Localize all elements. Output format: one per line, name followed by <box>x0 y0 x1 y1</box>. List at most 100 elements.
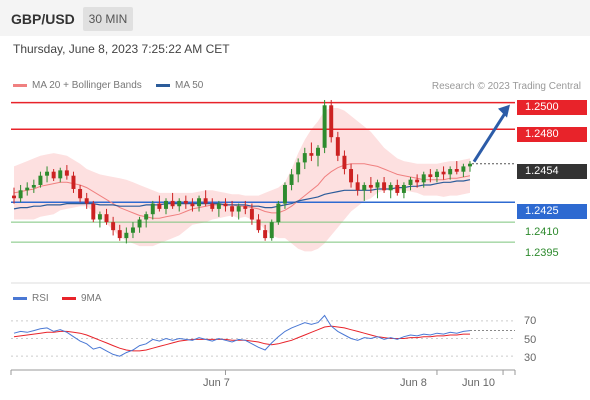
candle-body <box>362 184 367 191</box>
candle-body <box>111 222 116 231</box>
candle-body <box>71 175 76 189</box>
candle-body <box>183 200 188 204</box>
ma50-line <box>13 179 471 210</box>
candle-body <box>282 184 287 204</box>
legend-label-rsi: RSI <box>32 293 49 304</box>
candle-body <box>302 153 307 163</box>
candle-body <box>322 105 327 148</box>
candle-body <box>316 147 320 156</box>
candle-body <box>461 166 466 172</box>
candle-body <box>335 137 340 156</box>
candle-body <box>164 200 168 209</box>
candle-body <box>25 187 30 191</box>
candle-body <box>91 203 96 220</box>
x-label-jun8: Jun 8 <box>400 377 427 389</box>
candle-body <box>243 206 248 209</box>
legend-ma20-bollinger: MA 20 + Bollinger Bands <box>13 80 142 91</box>
candle-body <box>382 182 387 191</box>
candle-body <box>236 206 241 212</box>
candle-body <box>375 182 380 188</box>
level-label-2: 1.2480 <box>517 127 587 142</box>
candle-body <box>342 155 347 170</box>
candle-body <box>190 203 195 207</box>
level-label-5: 1.2395 <box>525 247 559 259</box>
rsi-tick-30: 30 <box>524 352 537 364</box>
level-label-4: 1.2410 <box>525 226 559 238</box>
level-label-1: 1.2500 <box>517 100 587 115</box>
candle-body <box>368 184 373 188</box>
rsi-tick-70: 70 <box>524 315 537 327</box>
candle-body <box>170 200 175 207</box>
candle-body <box>38 175 43 185</box>
candle-body <box>51 171 56 179</box>
x-label-jun7: Jun 7 <box>203 377 230 389</box>
candle-body <box>117 230 122 239</box>
legend-ma50: MA 50 <box>156 80 203 91</box>
candle-body <box>428 174 433 178</box>
candle-body <box>84 198 89 204</box>
source-credit: Research © 2023 Trading Central <box>431 81 581 92</box>
candle-body <box>144 214 149 220</box>
legend-label-ma20: MA 20 + Bollinger Bands <box>32 80 142 91</box>
candle-body <box>468 163 472 167</box>
symbol-label: GBP/USD <box>11 11 75 27</box>
legend-label-rsi-ma: 9MA <box>81 293 102 304</box>
legend-label-ma50: MA 50 <box>175 80 204 91</box>
legend-swatch-rsi-ma <box>62 296 76 300</box>
legend-swatch-ma20 <box>13 83 27 87</box>
candle-body <box>124 232 129 239</box>
candle-body <box>58 170 63 179</box>
candle-body <box>45 171 50 176</box>
candle-body <box>269 222 274 239</box>
candle-body <box>104 214 109 223</box>
candle-body <box>177 200 182 207</box>
timeframe-badge[interactable]: 30 MIN <box>83 7 133 31</box>
candle-body <box>210 203 215 209</box>
rsi-line <box>13 314 471 357</box>
candle-body <box>137 219 142 228</box>
candle-body <box>309 153 314 156</box>
timestamp: Thursday, June 8, 2023 7:25:22 AM CET <box>13 42 230 56</box>
candle-body <box>421 174 426 183</box>
ma20-line <box>13 163 471 219</box>
candle-body <box>223 203 228 207</box>
candle-body <box>395 184 400 193</box>
candle-body <box>230 206 235 212</box>
candle-body <box>31 184 36 188</box>
candle-body <box>276 203 281 223</box>
projection-arrow-head <box>498 104 510 118</box>
candle-body <box>401 184 406 193</box>
chart-header: GBP/USD 30 MIN <box>0 0 590 36</box>
candle-body <box>329 105 334 138</box>
candle-body <box>355 182 360 191</box>
candle-body <box>18 190 23 199</box>
candle-body <box>434 171 439 178</box>
candle-body <box>12 195 16 199</box>
candle-body <box>130 227 135 233</box>
candle-body <box>256 219 261 231</box>
candle-body <box>157 203 162 209</box>
candle-body <box>263 230 268 239</box>
legend-swatch-ma50 <box>156 83 170 87</box>
candle-body <box>296 162 301 175</box>
legend-rsi: RSI <box>13 293 49 304</box>
projection-arrow-shaft <box>472 110 508 163</box>
candle-body <box>197 198 202 207</box>
bollinger-band <box>14 108 470 252</box>
level-label-3: 1.2425 <box>517 204 587 219</box>
level-label-current: 1.2454 <box>517 164 587 179</box>
candle-body <box>415 179 420 183</box>
x-label-jun10: Jun 10 <box>462 377 496 389</box>
candle-body <box>97 214 102 220</box>
candle-body <box>408 179 413 185</box>
candle-body <box>388 184 393 191</box>
candle-body <box>249 208 254 220</box>
candle-body <box>349 169 354 183</box>
candle-body <box>289 174 294 185</box>
candle-body <box>454 169 459 172</box>
candle-body <box>203 198 208 204</box>
candle-body <box>216 203 221 209</box>
candle-body <box>64 170 69 176</box>
candle-body <box>448 169 453 175</box>
